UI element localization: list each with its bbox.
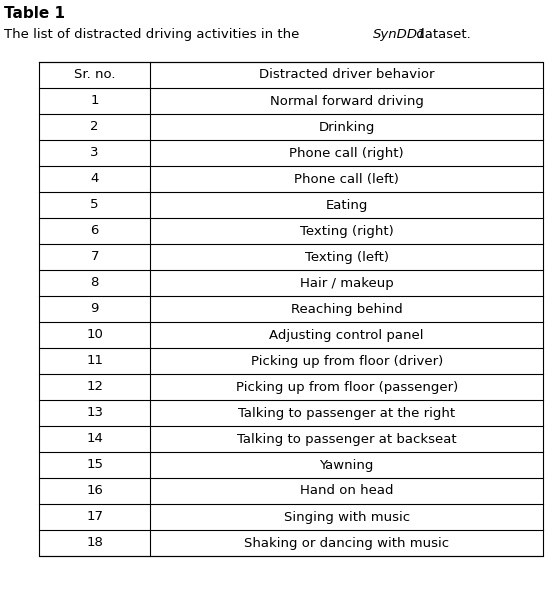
Text: Singing with music: Singing with music <box>283 510 410 524</box>
Text: Phone call (right): Phone call (right) <box>290 147 404 159</box>
Text: 5: 5 <box>90 199 99 211</box>
Text: 9: 9 <box>91 303 99 315</box>
Text: Picking up from floor (driver): Picking up from floor (driver) <box>250 355 443 367</box>
Text: Texting (left): Texting (left) <box>305 251 389 263</box>
Text: 15: 15 <box>86 458 103 472</box>
Text: 10: 10 <box>86 329 103 341</box>
Text: 16: 16 <box>86 484 103 498</box>
Text: Talking to passenger at the right: Talking to passenger at the right <box>238 406 455 420</box>
Text: Hand on head: Hand on head <box>300 484 393 498</box>
Text: Normal forward driving: Normal forward driving <box>270 94 423 108</box>
Text: 17: 17 <box>86 510 103 524</box>
Text: Talking to passenger at backseat: Talking to passenger at backseat <box>237 432 456 446</box>
Text: SynDD1: SynDD1 <box>373 28 426 41</box>
Text: Phone call (left): Phone call (left) <box>294 173 399 185</box>
Text: Sr. no.: Sr. no. <box>74 68 115 82</box>
Text: Drinking: Drinking <box>319 121 375 133</box>
Text: 8: 8 <box>91 277 99 289</box>
Text: Shaking or dancing with music: Shaking or dancing with music <box>244 536 449 550</box>
Text: 3: 3 <box>90 147 99 159</box>
Text: dataset.: dataset. <box>412 28 471 41</box>
Text: Adjusting control panel: Adjusting control panel <box>269 329 424 341</box>
Text: Texting (right): Texting (right) <box>300 225 394 237</box>
Text: Yawning: Yawning <box>319 458 374 472</box>
Text: 1: 1 <box>90 94 99 108</box>
Text: Picking up from floor (passenger): Picking up from floor (passenger) <box>236 381 458 393</box>
Text: Hair / makeup: Hair / makeup <box>300 277 394 289</box>
Text: 4: 4 <box>91 173 99 185</box>
Text: The list of distracted driving activities in the: The list of distracted driving activitie… <box>4 28 304 41</box>
Text: Distracted driver behavior: Distracted driver behavior <box>259 68 435 82</box>
Text: Reaching behind: Reaching behind <box>291 303 403 315</box>
Text: 11: 11 <box>86 355 103 367</box>
Text: 14: 14 <box>86 432 103 446</box>
Text: 6: 6 <box>91 225 99 237</box>
Text: 7: 7 <box>90 251 99 263</box>
Text: 18: 18 <box>86 536 103 550</box>
Text: Eating: Eating <box>325 199 368 211</box>
Text: 2: 2 <box>90 121 99 133</box>
Text: 12: 12 <box>86 381 103 393</box>
Text: Table 1: Table 1 <box>4 6 65 21</box>
Text: 13: 13 <box>86 406 103 420</box>
